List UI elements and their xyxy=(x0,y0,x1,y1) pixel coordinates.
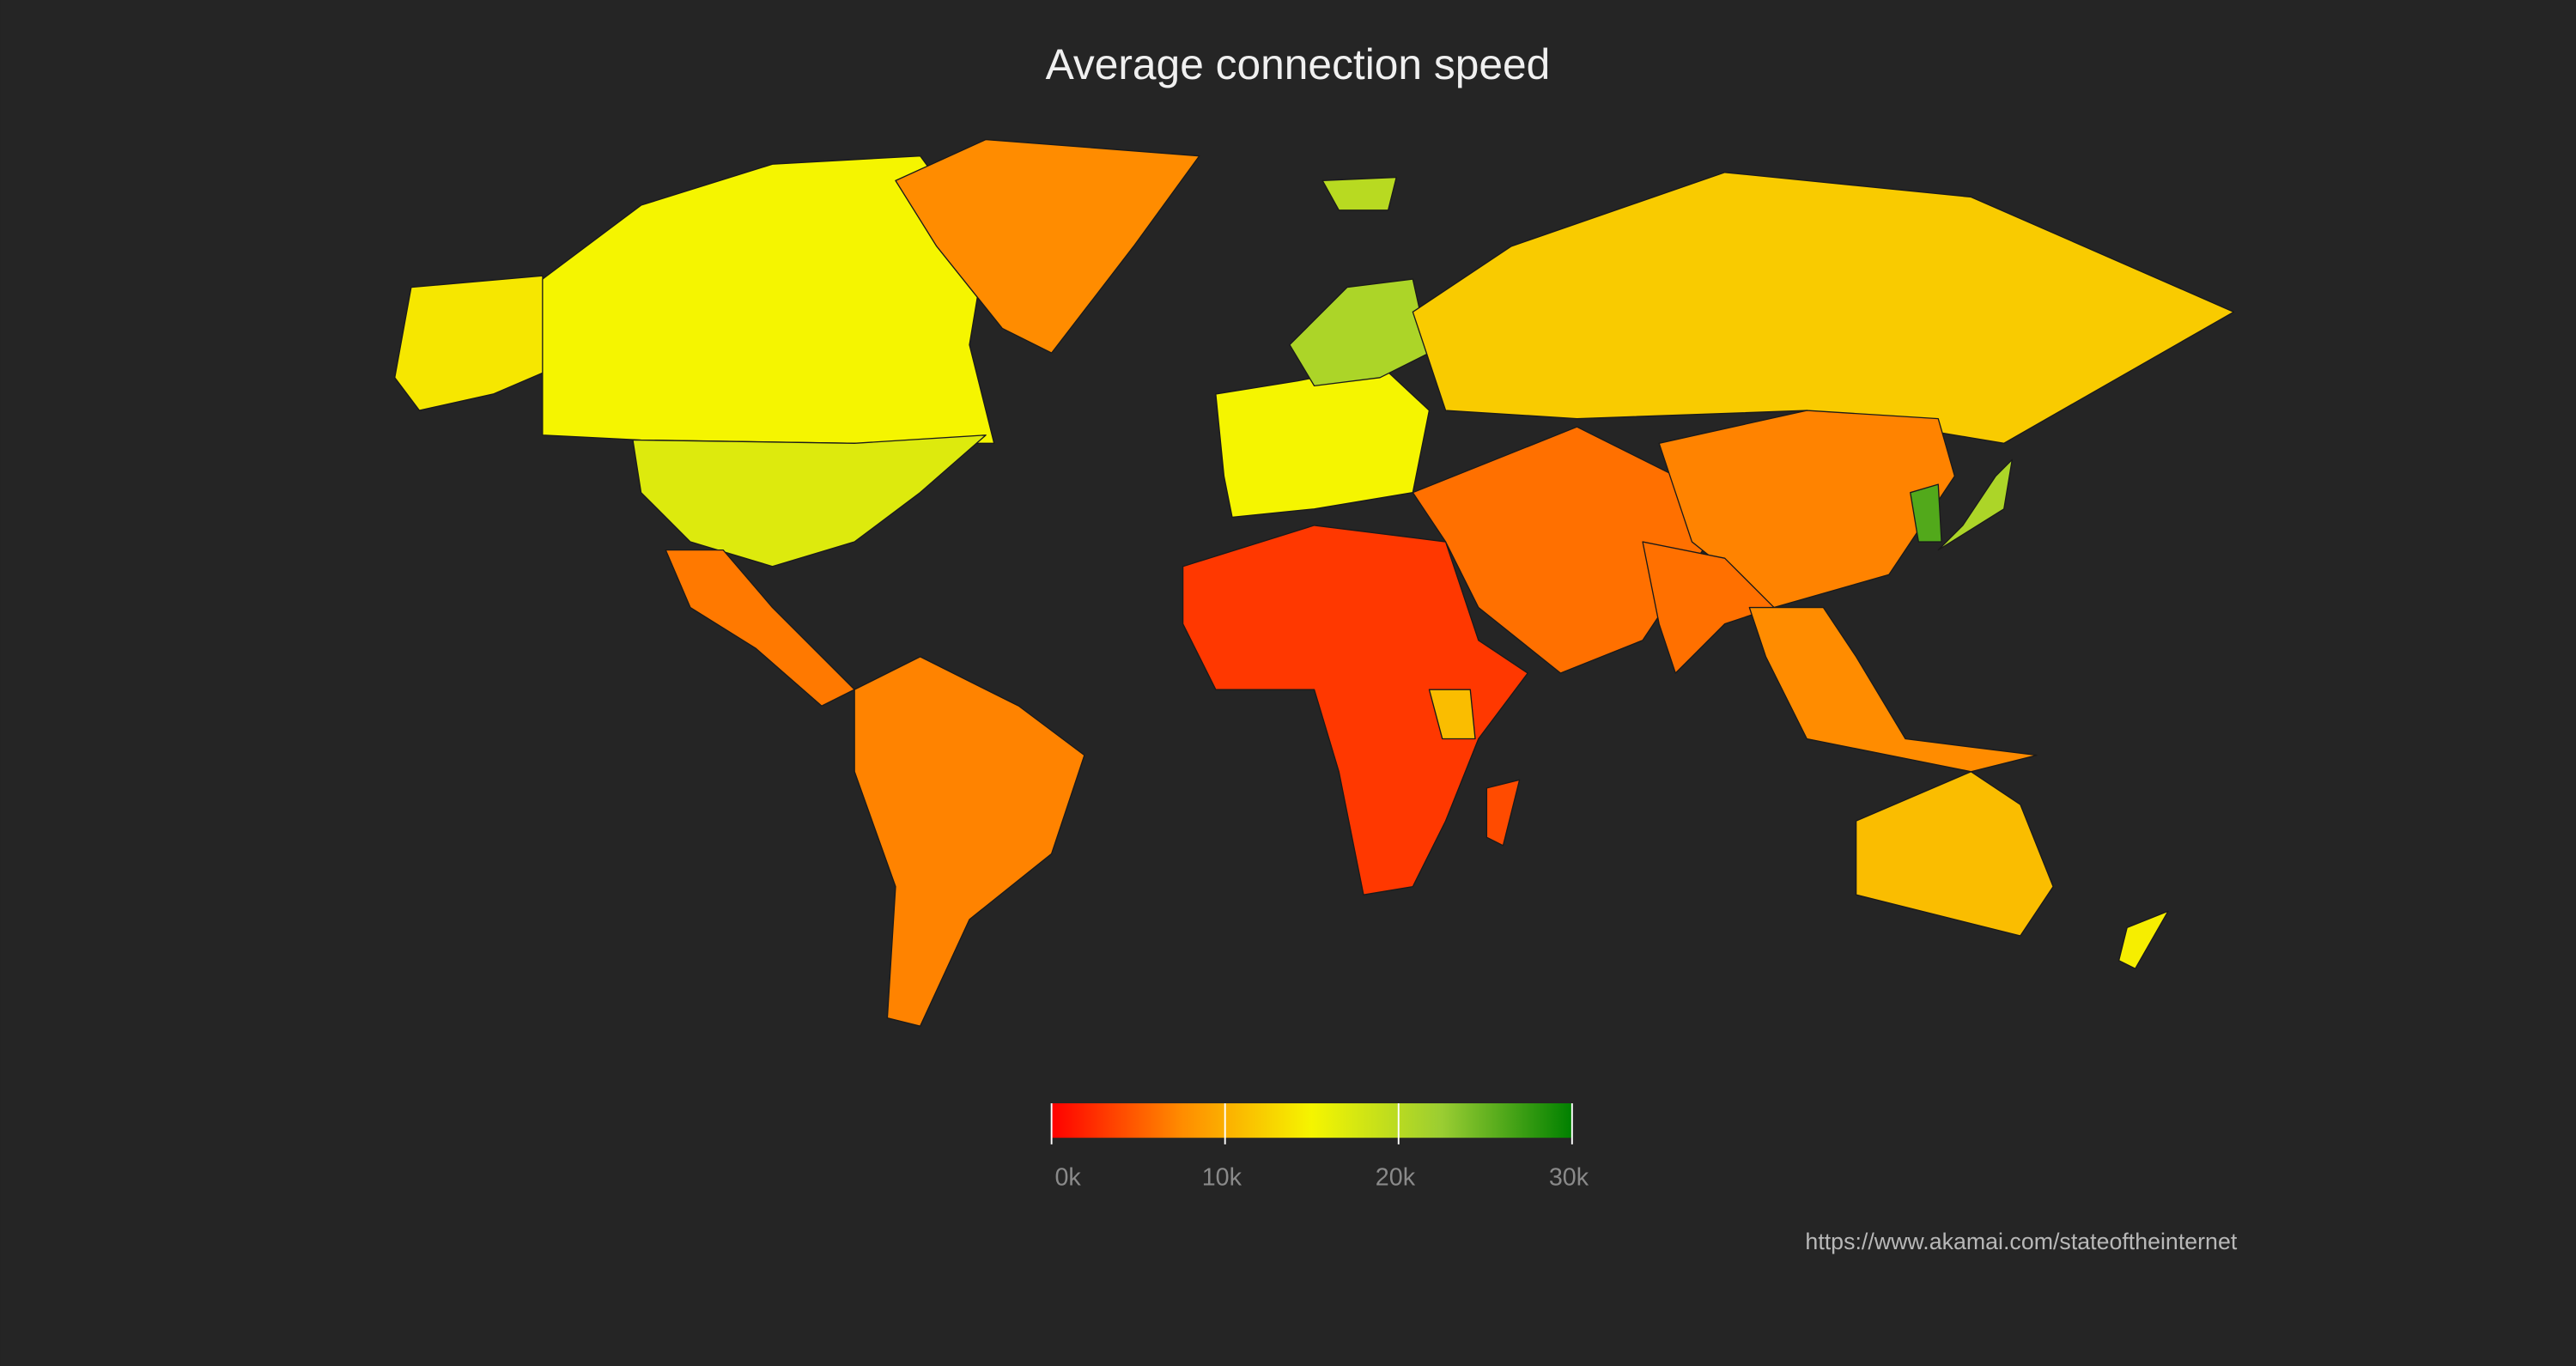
region xyxy=(2117,910,2169,969)
region xyxy=(632,434,987,568)
region xyxy=(1748,606,2038,773)
region xyxy=(1910,483,1942,543)
region xyxy=(854,656,1085,1027)
region xyxy=(394,275,552,411)
chart-title: Average connection speed xyxy=(1046,40,1551,88)
legend-tick-label: 10k xyxy=(1202,1164,1242,1192)
legend-tick-label: 30k xyxy=(1549,1164,1589,1192)
region xyxy=(1937,458,2013,551)
legend-tick-label: 20k xyxy=(1376,1164,1416,1192)
legend-tick-label: 0k xyxy=(1054,1164,1081,1192)
source-note: https://www.akamai.com/stateoftheinterne… xyxy=(1805,1229,2237,1254)
regions xyxy=(394,138,2235,1027)
region xyxy=(1321,176,1397,211)
region xyxy=(1855,771,2054,937)
region xyxy=(1642,541,1775,674)
region xyxy=(1412,172,2235,444)
legend: 0k 10k 20k 30k xyxy=(1050,1103,1589,1192)
region xyxy=(895,138,1200,354)
region xyxy=(1412,426,1710,674)
region xyxy=(542,155,995,444)
legend-gradient xyxy=(1051,1103,1572,1138)
region xyxy=(1182,525,1528,895)
region xyxy=(1485,779,1521,847)
region xyxy=(1428,689,1476,740)
